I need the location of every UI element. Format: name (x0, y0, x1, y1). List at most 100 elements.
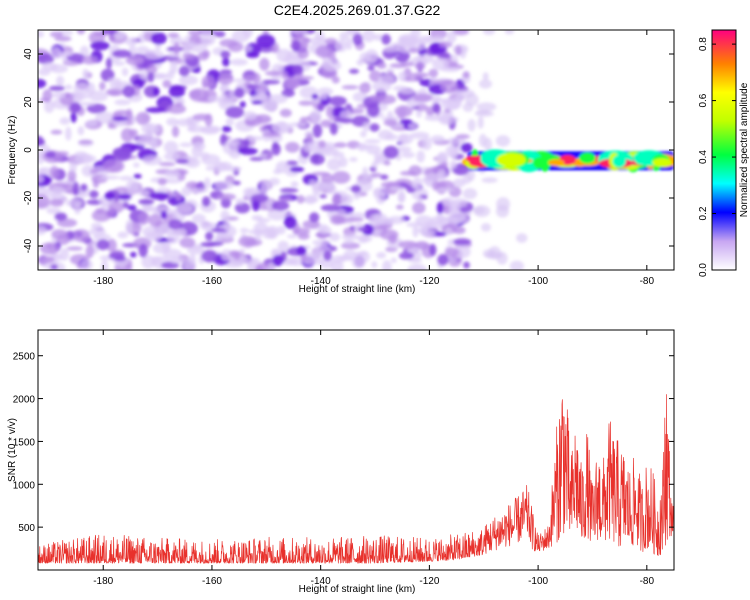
spectrogram-noise-blob (376, 252, 387, 259)
spectrogram-noise-blob (127, 204, 137, 211)
spectrogram-noise-blob (250, 194, 269, 203)
spectrogram-noise-blob (38, 53, 55, 64)
spectrogram-noise-blob (41, 62, 58, 71)
spectrogram-noise-blob (291, 40, 301, 52)
spectrogram-noise-blob (188, 121, 196, 132)
spectrogram-noise-blob (415, 54, 435, 64)
spectrogram-noise-blob (133, 173, 142, 179)
spectrogram-noise-blob (207, 96, 221, 103)
spectrogram-noise-blob (267, 228, 277, 240)
spectrogram-noise-blob (414, 241, 429, 250)
spectrogram-noise-blob (438, 52, 451, 59)
spectrogram-noise-blob (179, 142, 193, 148)
spectrogram-noise (38, 30, 528, 270)
spectrogram-noise-blob (366, 103, 380, 118)
spectrogram-noise-blob (169, 60, 178, 75)
spectrogram-noise-blob (95, 111, 116, 124)
spectrogram-noise-blob (234, 202, 251, 214)
spectrogram-noise-blob (46, 207, 61, 215)
spectrogram-noise-blob (191, 213, 206, 224)
spectrogram-noise-blob (189, 89, 202, 99)
spectrogram-noise-blob (332, 171, 351, 184)
spectrogram-noise-blob (171, 125, 180, 138)
spectrogram-noise-blob (395, 204, 404, 210)
spectrogram-noise-blob (256, 217, 271, 223)
spectrogram-noise-blob (283, 215, 297, 229)
spectrogram-noise-blob (306, 133, 314, 142)
spectrogram-noise-blob (383, 119, 398, 127)
spectrogram-noise-blob (453, 238, 472, 246)
spectrogram-noise-blob (38, 30, 45, 38)
spectrogram-noise-blob (222, 221, 231, 231)
spectrogram-noise-blob (397, 190, 406, 202)
spectrogram-signal-band (462, 149, 674, 173)
spectrogram-noise-blob (168, 85, 186, 98)
spectrogram-noise-blob (69, 162, 77, 173)
spectrogram-noise-blob (442, 197, 455, 207)
spectrogram-noise-blob (135, 138, 155, 146)
spectrogram-noise-blob (225, 106, 245, 119)
spectrogram-noise-blob (314, 30, 326, 42)
spectrogram-noise-blob (411, 182, 418, 189)
spectrogram-noise-blob (125, 179, 140, 194)
y-tick-label: 0 (23, 147, 34, 153)
spectrogram-noise-blob (359, 82, 371, 94)
spectrogram-noise-blob (383, 46, 400, 53)
spectrogram-noise-blob (272, 121, 292, 134)
spectrogram-noise-blob (200, 32, 216, 46)
spectrogram-noise-blob (246, 52, 260, 59)
spectrogram-noise-blob (142, 225, 162, 238)
spectrogram-noise-blob (437, 187, 454, 192)
spectrogram-noise-blob (329, 232, 341, 242)
spectrogram-noise-blob (449, 160, 457, 170)
spectrogram-noise-blob (410, 131, 430, 139)
spectrogram-y-label: Frequency (Hz) (7, 116, 18, 185)
spectrogram-noise-blob (412, 226, 419, 238)
spectrogram-noise-blob (277, 240, 289, 252)
x-tick-label: -140 (311, 276, 331, 287)
spectrogram-noise-blob (65, 199, 83, 207)
spectrogram-noise-blob (239, 101, 246, 108)
spectrogram-noise-blob (462, 188, 478, 200)
spectrogram-noise-blob (238, 248, 246, 253)
spectrogram-noise-blob (88, 190, 99, 199)
spectrogram-noise-blob (38, 78, 47, 89)
spectrogram-noise-blob (117, 231, 129, 239)
spectrogram-noise-blob (353, 251, 368, 256)
signal-hotspot (612, 155, 626, 168)
spectrogram-x-label: Height of straight line (km) (299, 284, 416, 295)
spectrogram-noise-blob (50, 264, 58, 270)
spectrogram-noise-blob (382, 260, 392, 270)
spectrogram-noise-blob (243, 138, 250, 147)
spectrogram-noise-blob (50, 129, 63, 135)
spectrogram-noise-blob (285, 160, 299, 166)
spectrogram-noise-blob (465, 93, 479, 107)
spectrogram-noise-blob (417, 196, 424, 203)
snr-frame (37, 329, 675, 571)
spectrogram-noise-blob (166, 104, 187, 114)
spectrogram-noise-blob (467, 118, 476, 132)
spectrogram-noise-blob (99, 81, 106, 91)
spectrogram-noise-blob (390, 257, 397, 263)
spectrogram-noise-blob (343, 240, 354, 245)
spectrogram-noise-blob (318, 226, 332, 235)
spectrogram-noise-blob (444, 227, 453, 236)
spectrogram-noise-blob (73, 82, 91, 95)
spectrogram-noise-blob (80, 259, 93, 270)
spectrogram-noise-blob (138, 198, 155, 205)
spectrogram-noise-blob (118, 193, 132, 200)
spectrogram-noise-blob (109, 81, 123, 89)
spectrogram-noise-blob (432, 102, 441, 114)
snr-panel: -180 -160 -140 -120 -100 -80 500 1000 1500 2000 2… (7, 329, 675, 595)
spectrogram-noise-blob (369, 123, 380, 132)
spectrogram-noise-blob (102, 159, 122, 173)
spectrogram-noise-blob (217, 193, 237, 201)
spectrogram-noise-blob (281, 71, 289, 80)
spectrogram-noise-blob (238, 236, 258, 248)
spectrogram-noise-blob (351, 255, 366, 269)
spectrogram-noise-blob (57, 218, 78, 228)
spectrogram-noise-blob (326, 105, 334, 118)
spectrogram-noise-blob (200, 241, 217, 248)
spectrogram-noise-blob (332, 151, 345, 159)
spectrogram-noise-blob (76, 30, 86, 35)
